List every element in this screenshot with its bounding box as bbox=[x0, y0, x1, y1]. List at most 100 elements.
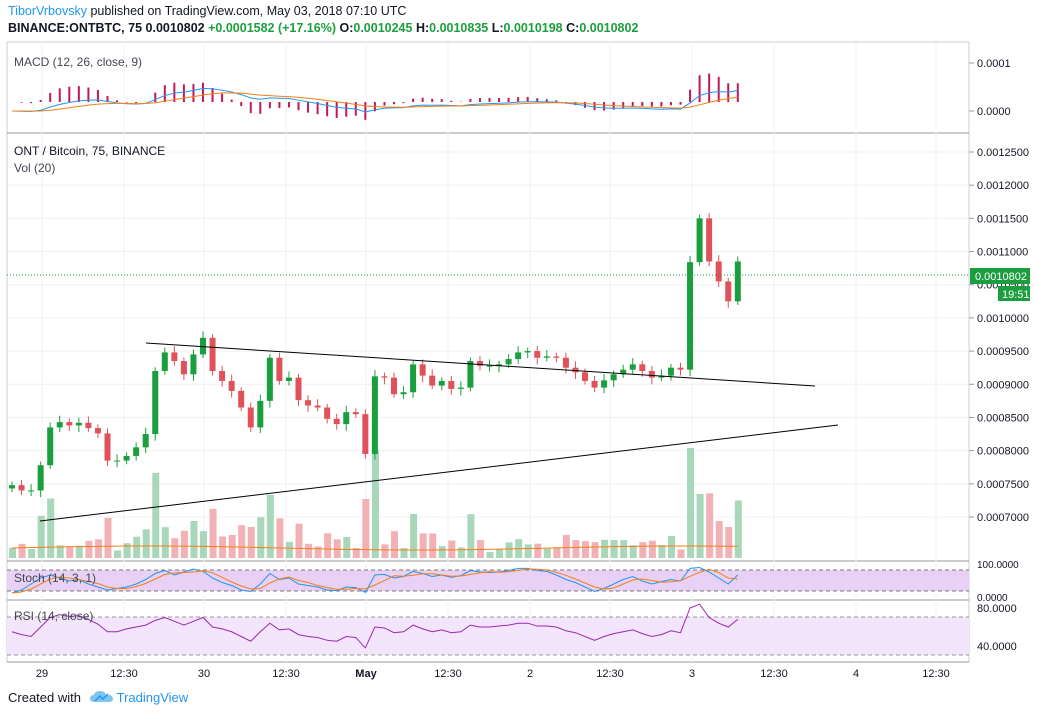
stoch-d-line bbox=[11, 568, 738, 594]
candle-body bbox=[142, 434, 149, 448]
last-price-text: 0.0010802 bbox=[975, 271, 1027, 283]
volume-bar bbox=[543, 548, 551, 558]
volume-bar bbox=[400, 548, 408, 558]
volume-bar bbox=[553, 547, 561, 558]
candle-body bbox=[247, 407, 254, 428]
candle-body bbox=[391, 377, 397, 395]
countdown-text: 19:51 bbox=[1002, 289, 1030, 301]
volume-bar bbox=[706, 493, 714, 558]
price-change: +0.0001582 (+17.16%) bbox=[208, 21, 336, 35]
candle-body bbox=[524, 351, 531, 353]
volume-bar bbox=[305, 543, 313, 558]
x-tick-label: 12:30 bbox=[110, 668, 138, 680]
candle-body bbox=[620, 369, 627, 375]
candle-body bbox=[410, 364, 417, 393]
candle-body bbox=[305, 400, 312, 406]
rsi-tick-label: 80.0000 bbox=[977, 603, 1017, 615]
volume-bar bbox=[161, 527, 169, 558]
volume-bar bbox=[610, 540, 618, 558]
volume-bar bbox=[620, 540, 628, 558]
low-value: 0.0010198 bbox=[503, 21, 563, 35]
candle-body bbox=[648, 371, 655, 378]
candle-body bbox=[37, 465, 44, 491]
candle-body bbox=[438, 380, 445, 386]
price-tick-label: 0.0012000 bbox=[977, 180, 1029, 192]
candle-body bbox=[667, 367, 674, 376]
candle-body bbox=[610, 374, 617, 381]
candle-body bbox=[324, 407, 331, 419]
candle-body bbox=[419, 364, 426, 376]
created-with-text: Created with bbox=[8, 690, 81, 705]
volume-bar bbox=[391, 531, 398, 558]
volume-bar bbox=[572, 540, 580, 558]
x-tick-label: May bbox=[355, 668, 377, 680]
volume-bar bbox=[28, 549, 36, 558]
volume-bar bbox=[591, 542, 599, 558]
volume-bar bbox=[18, 543, 26, 558]
volume-label: Vol (20) bbox=[14, 161, 55, 175]
macd-tick-label: 0.0001 bbox=[977, 58, 1011, 70]
volume-bar bbox=[467, 514, 475, 558]
volume-bar bbox=[381, 544, 389, 558]
candle-body bbox=[200, 337, 206, 355]
stoch-tick-label: 0.0000 bbox=[977, 593, 1008, 604]
volume-bar bbox=[9, 547, 16, 558]
candle-body bbox=[381, 376, 388, 378]
candle-body bbox=[658, 375, 665, 378]
volume-bar bbox=[333, 539, 341, 558]
volume-bar bbox=[429, 533, 437, 558]
candle-body bbox=[94, 428, 101, 434]
candle-body bbox=[18, 485, 25, 491]
candle-body bbox=[209, 337, 216, 371]
volume-bar bbox=[209, 508, 217, 558]
volume-bar bbox=[696, 494, 704, 558]
candle-body bbox=[295, 377, 302, 401]
candle-body bbox=[467, 361, 474, 388]
volume-bar bbox=[200, 531, 207, 558]
high-label: H: bbox=[415, 21, 430, 35]
candle-body bbox=[687, 262, 694, 370]
price-tick-label: 0.0007500 bbox=[977, 479, 1029, 491]
price-tick-label: 0.0009500 bbox=[977, 346, 1029, 358]
rsi-label: RSI (14, close) bbox=[14, 609, 93, 623]
candle-body bbox=[114, 460, 121, 462]
volume-bar bbox=[123, 543, 131, 558]
macd-label: MACD (12, 26, close, 9) bbox=[14, 55, 142, 69]
open-value: 0.0010245 bbox=[353, 21, 413, 35]
x-tick-label: 12:30 bbox=[434, 668, 462, 680]
candle-body bbox=[228, 380, 235, 391]
candle-body bbox=[553, 356, 560, 358]
volume-bar bbox=[629, 545, 637, 558]
symbol-line: BINANCE:ONTBTC, 75 0.0010802 +0.0001582 … bbox=[8, 21, 638, 35]
author-link[interactable]: TiborVrbovsky bbox=[8, 4, 87, 18]
x-tick-label: 30 bbox=[198, 668, 210, 680]
candle-body bbox=[582, 372, 588, 381]
candle-body bbox=[343, 412, 350, 425]
candle-body bbox=[400, 392, 407, 395]
volume-bar bbox=[562, 535, 570, 558]
candle-body bbox=[314, 405, 321, 408]
volume-bar bbox=[534, 543, 542, 558]
candle-body bbox=[677, 367, 684, 370]
rsi-tick-label: 40.0000 bbox=[977, 641, 1017, 653]
candle-body bbox=[515, 352, 522, 360]
volume-bar bbox=[667, 536, 675, 558]
volume-bar bbox=[505, 542, 513, 558]
volume-bar bbox=[85, 540, 93, 558]
close-label: C: bbox=[566, 21, 580, 35]
candle-body bbox=[562, 357, 569, 368]
volume-bar bbox=[601, 539, 609, 558]
candle-body bbox=[601, 380, 608, 388]
x-tick-label: 12:30 bbox=[596, 668, 624, 680]
high-value: 0.0010835 bbox=[429, 21, 489, 35]
volume-bar bbox=[133, 536, 141, 558]
volume-bar bbox=[725, 527, 733, 558]
tradingview-link[interactable]: TradingView bbox=[116, 690, 189, 705]
candle-body bbox=[725, 281, 732, 302]
candles bbox=[9, 213, 741, 498]
volume-bar bbox=[142, 529, 150, 558]
price-tick-label: 0.0011500 bbox=[977, 213, 1028, 225]
volume-bars bbox=[9, 448, 742, 558]
chart-frame bbox=[6, 41, 970, 663]
